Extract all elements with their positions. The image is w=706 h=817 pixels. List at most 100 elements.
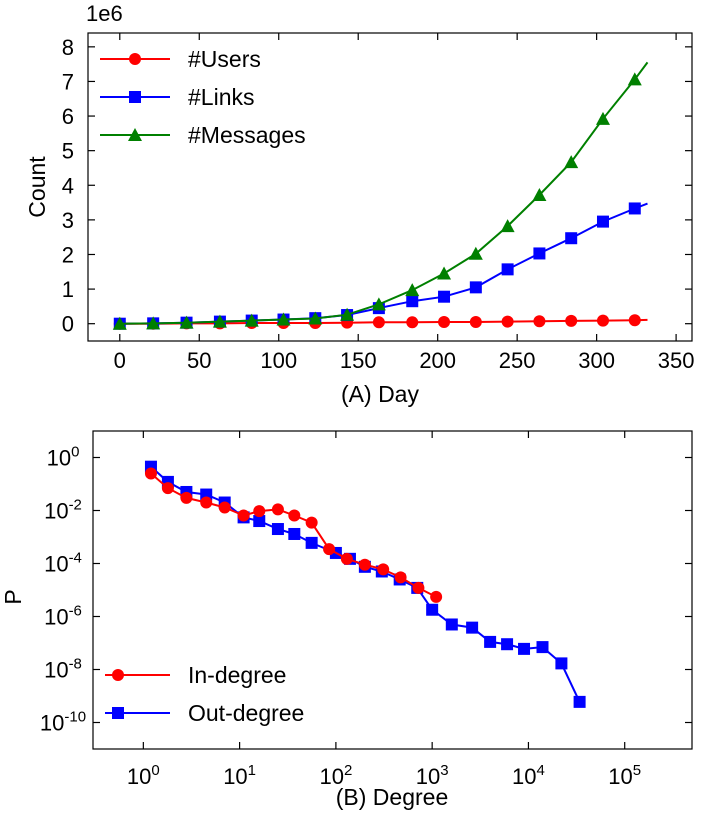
panel-a-x-tick-label: 50 — [187, 348, 211, 373]
panel-a-marker-links — [469, 281, 482, 294]
panel-a-x-tick-label: 250 — [499, 348, 536, 373]
panel-a-marker-users — [565, 314, 578, 327]
panel-b-marker-out-degree — [536, 641, 549, 654]
panel-a-ticks: 0 50 100 150 200 250 300 350 0 1 2 3 4 5 6 7 8 — [62, 33, 695, 373]
panel-b-legend: In-degree Out-degree — [105, 662, 304, 726]
panel-b-marker-in-degree — [253, 505, 266, 518]
panel-a-marker-users — [469, 315, 482, 328]
panel-a-legend-marker-messages — [128, 128, 142, 141]
panel-b-x-tick-label: 102 — [319, 762, 352, 789]
panel-b-marker-in-degree — [218, 501, 231, 514]
panel-a-marker-users — [372, 316, 385, 329]
panel-b-marker-out-degree — [466, 621, 479, 634]
panel-b-y-tick-label: 10-6 — [44, 603, 82, 630]
panel-a-y-tick-label: 8 — [62, 35, 74, 60]
panel-b-marker-in-degree — [323, 543, 336, 556]
panel-a-marker-links — [406, 295, 419, 308]
panel-a-marker-users — [596, 314, 609, 327]
panel-a-marker-messages — [112, 316, 127, 330]
panel-b-marker-in-degree — [180, 491, 193, 504]
panel-a-series-line-messages — [119, 61, 649, 325]
panel-a-x-tick-label: 350 — [658, 348, 695, 373]
panel-b-marker-in-degree — [144, 467, 157, 480]
panel-a-y-tick-label: 0 — [62, 312, 74, 337]
panel-a-y-tick-label: 7 — [62, 69, 74, 94]
panel-a-legend-label-links: #Links — [188, 84, 254, 110]
panel-a-marker-messages — [564, 155, 579, 169]
panel-a-marker-users — [501, 315, 514, 328]
panel-a-y-tick-label: 1 — [62, 277, 74, 302]
panel-a-line-chart: 1e6 (A) Day Count 0 50 100 150 200 250 300 3500… — [24, 1, 694, 407]
panel-b-marker-in-degree — [377, 563, 390, 576]
panel-a-x-tick-label: 300 — [578, 348, 615, 373]
panel-a-x-tick-label: 150 — [340, 348, 377, 373]
panel-b-series — [144, 460, 586, 708]
panel-b-marker-out-degree — [484, 635, 497, 648]
panel-a-marker-messages — [146, 316, 161, 330]
panel-b-y-axis-title: P — [0, 589, 26, 604]
panel-a-legend-marker-links — [129, 91, 141, 103]
panel-a-marker-links — [501, 263, 514, 276]
panel-a-marker-messages — [595, 111, 610, 125]
panel-a-marker-users — [438, 315, 451, 328]
panel-a-marker-messages — [468, 246, 483, 260]
panel-a-marker-messages — [212, 314, 227, 328]
panel-a-marker-messages — [179, 315, 194, 329]
panel-b-x-tick-label: 103 — [416, 762, 449, 789]
panel-a-y-tick-label: 3 — [62, 208, 74, 233]
panel-a-marker-links — [533, 247, 546, 260]
panel-b-y-tick-label: 10-4 — [44, 550, 82, 577]
panel-b-marker-out-degree — [253, 515, 266, 528]
panel-b-x-axis-title: (B) Degree — [336, 784, 448, 810]
panel-a-x-tick-label: 200 — [419, 348, 456, 373]
panel-a-y-tick-label: 5 — [62, 139, 74, 164]
panel-a-marker-messages — [532, 187, 547, 201]
panel-b-marker-in-degree — [394, 571, 407, 584]
panel-a-plot-frame — [87, 32, 693, 342]
panel-b-x-tick-label: 101 — [223, 762, 256, 789]
panel-a-x-tick-label: 100 — [260, 348, 297, 373]
panel-b-marker-in-degree — [237, 509, 250, 522]
panel-b-marker-out-degree — [305, 536, 318, 549]
panel-b-x-tick-label: 100 — [127, 762, 160, 789]
panel-b-marker-in-degree — [200, 496, 213, 509]
panel-b-marker-in-degree — [412, 581, 425, 594]
panel-a-marker-messages — [340, 307, 355, 321]
panel-a-legend: #Users #Links #Messages — [100, 46, 306, 148]
panel-b-marker-in-degree — [430, 590, 443, 603]
panel-b-marker-out-degree — [445, 618, 458, 631]
panel-b-ticks: 100 101 102 103 104 105 10-10 10-8 10-6 10-4 10-2 1… — [40, 431, 692, 789]
panel-a-marker-messages — [437, 266, 452, 280]
panel-a-marker-links — [628, 202, 641, 215]
panel-a-x-axis-title: (A) Day — [341, 381, 419, 407]
panel-a-marker-messages — [371, 297, 386, 311]
panel-b-marker-out-degree — [573, 695, 586, 708]
panel-a-y-tick-label: 6 — [62, 104, 74, 129]
panel-a-series — [112, 61, 649, 330]
panel-b-marker-in-degree — [288, 509, 301, 522]
panel-a-marker-links — [596, 215, 609, 228]
panel-b-marker-in-degree — [340, 552, 353, 565]
panel-a-legend-label-users: #Users — [188, 46, 261, 72]
panel-a-legend-marker-users — [129, 53, 141, 65]
panel-a-y-multiplier: 1e6 — [86, 1, 123, 26]
panel-b-x-tick-label: 104 — [512, 762, 545, 789]
panel-b-legend-label-out-degree: Out-degree — [188, 700, 304, 726]
panel-a-marker-messages — [276, 312, 291, 326]
panel-a-marker-users — [406, 316, 419, 329]
panel-b-plot-frame — [92, 430, 693, 750]
panel-a-marker-links — [565, 232, 578, 245]
panel-b-marker-out-degree — [288, 527, 301, 540]
panel-b-y-tick-label: 10-10 — [40, 709, 86, 736]
panel-b-marker-in-degree — [358, 558, 371, 571]
panel-a-marker-messages — [244, 313, 259, 327]
panel-b-marker-out-degree — [555, 657, 568, 670]
panel-a-marker-messages — [500, 219, 515, 233]
panel-b-marker-in-degree — [161, 482, 174, 495]
panel-b-marker-out-degree — [271, 523, 284, 536]
panel-a-marker-users — [533, 315, 546, 328]
panel-b-marker-in-degree — [305, 516, 318, 529]
panel-a-y-axis-title: Count — [24, 156, 50, 218]
panel-a-y-tick-label: 4 — [62, 173, 74, 198]
